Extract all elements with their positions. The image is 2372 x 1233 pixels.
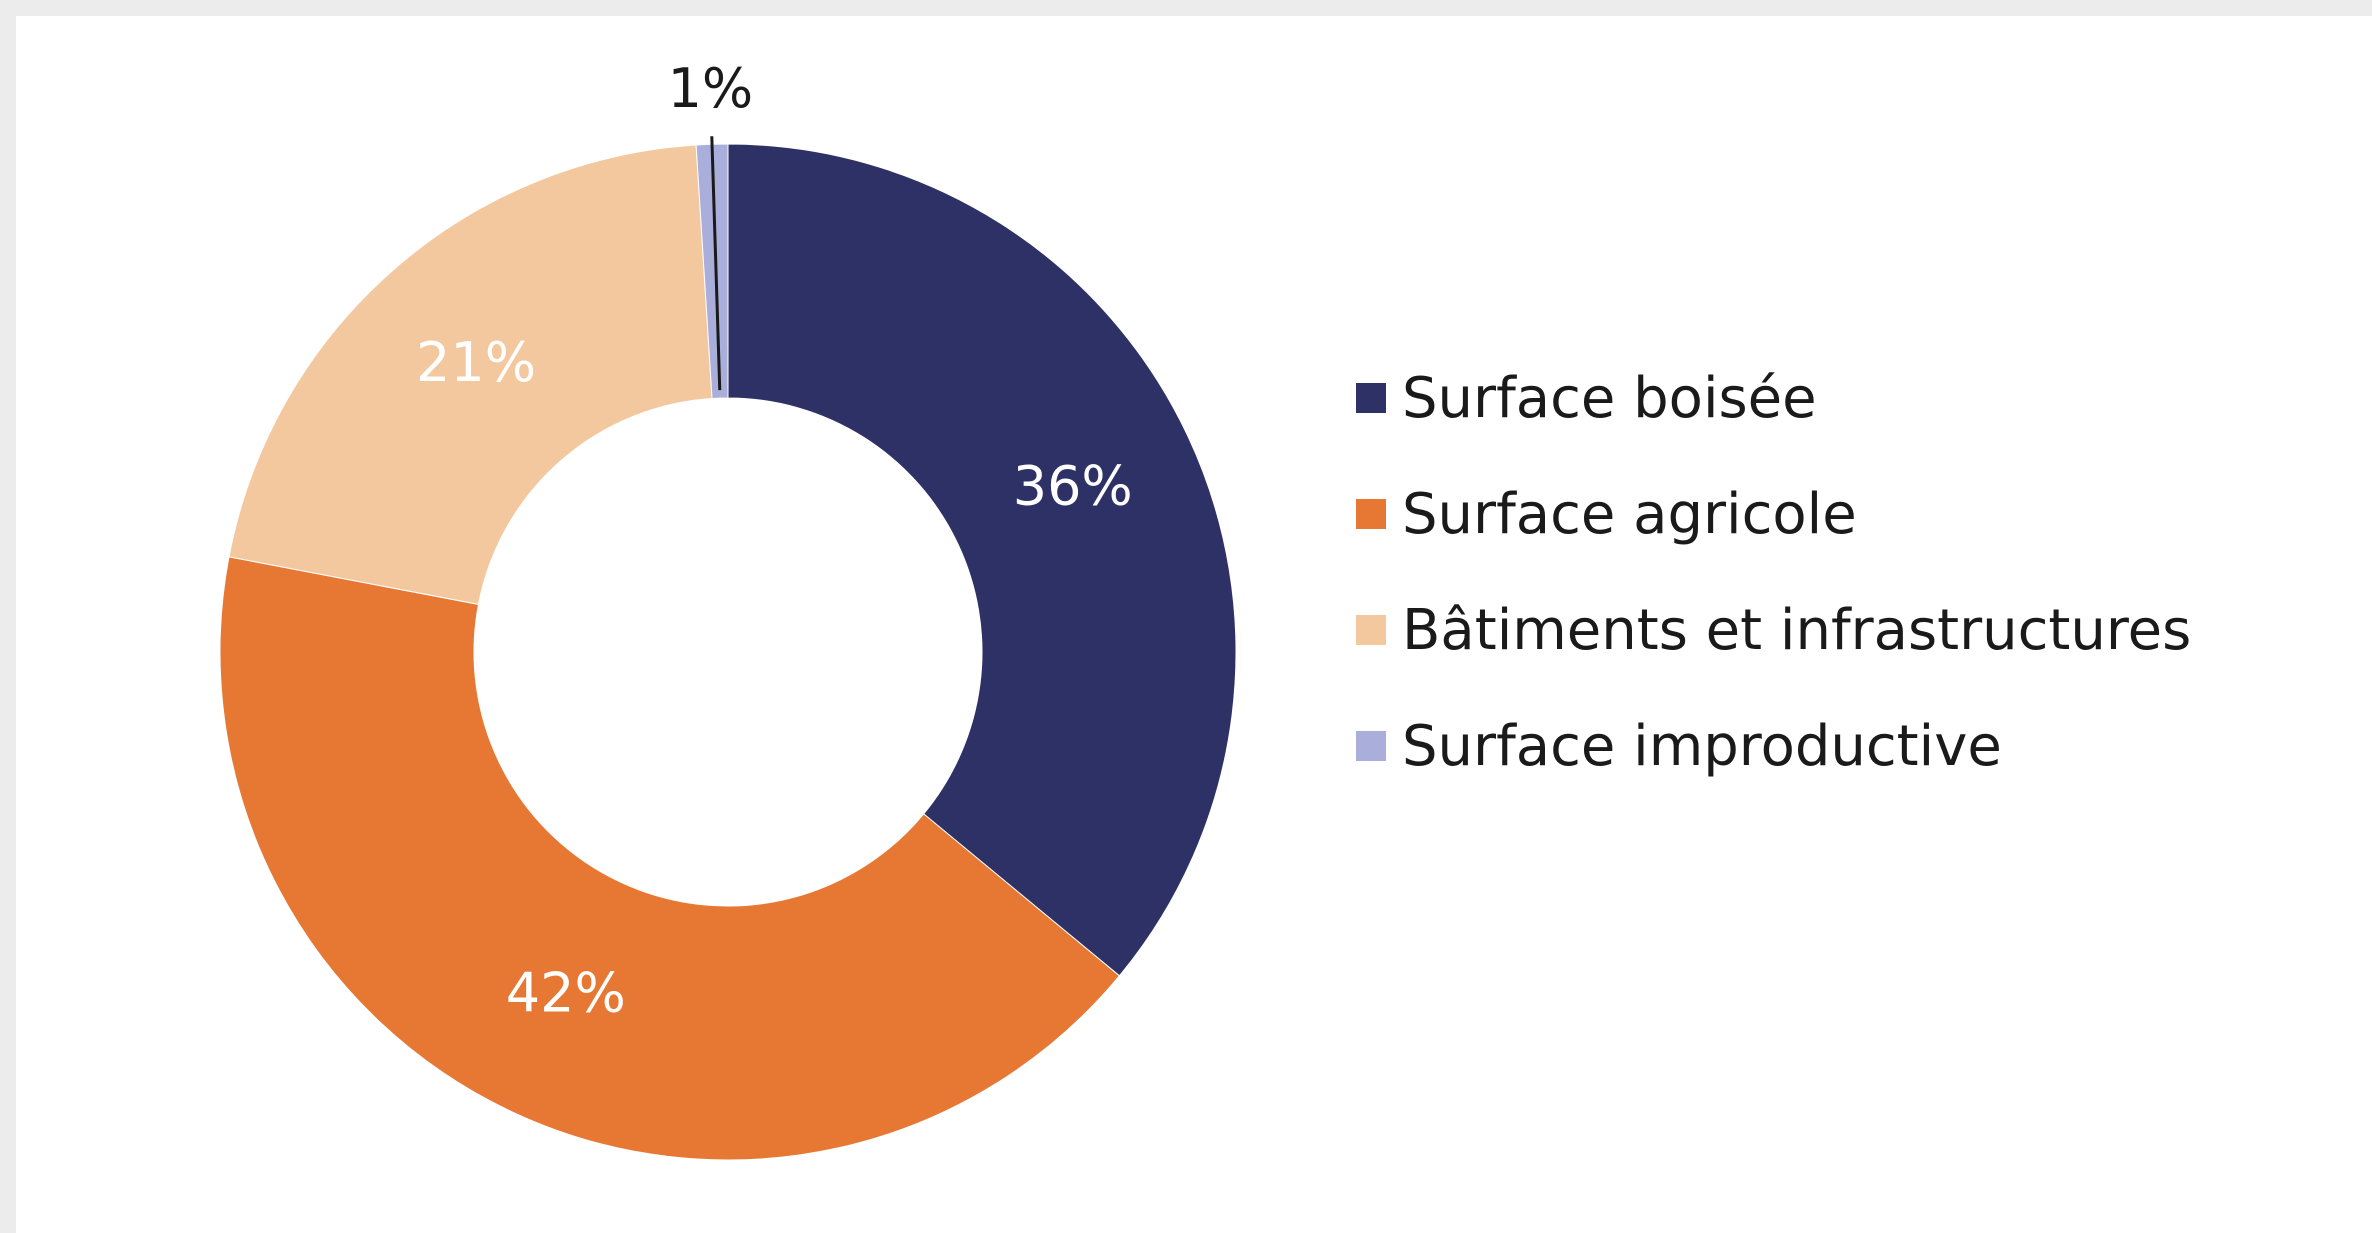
- slice-label-batiments-et-infrastructures: 21%: [416, 331, 536, 394]
- legend: Surface boisée Surface agricole Bâtiment…: [1356, 340, 2191, 804]
- slice-batiments-et-infrastructures: [228, 144, 713, 605]
- donut-slices: [219, 143, 1237, 1161]
- legend-swatch-surface-agricole: [1356, 499, 1386, 529]
- legend-item-surface-agricole: Surface agricole: [1356, 456, 2191, 572]
- slice-surface-improductive: [695, 143, 729, 400]
- legend-swatch-surface-improductive: [1356, 731, 1386, 761]
- legend-item-batiments-infrastructures: Bâtiments et infrastructures: [1356, 572, 2191, 688]
- slice-surface-boisee: [727, 143, 1237, 977]
- slice-label-surface-agricole: 42%: [506, 961, 626, 1024]
- slice-label-surface-improductive: 1%: [668, 57, 754, 120]
- slice-label-surface-boisee: 36%: [1013, 454, 1133, 517]
- slice-surface-agricole: [219, 556, 1121, 1161]
- legend-label-surface-boisee: Surface boisée: [1402, 365, 1817, 431]
- leader-line-surface-improductive: [710, 136, 722, 391]
- legend-swatch-batiments-infrastructures: [1356, 615, 1386, 645]
- legend-swatch-surface-boisee: [1356, 383, 1386, 413]
- legend-label-batiments-infrastructures: Bâtiments et infrastructures: [1402, 597, 2192, 663]
- slice-labels: 36% 42% 21% 1%: [416, 57, 1133, 1024]
- legend-item-surface-boisee: Surface boisée: [1356, 340, 2191, 456]
- legend-label-surface-improductive: Surface improductive: [1402, 713, 2002, 779]
- legend-label-surface-agricole: Surface agricole: [1402, 481, 1857, 547]
- legend-item-surface-improductive: Surface improductive: [1356, 688, 2191, 804]
